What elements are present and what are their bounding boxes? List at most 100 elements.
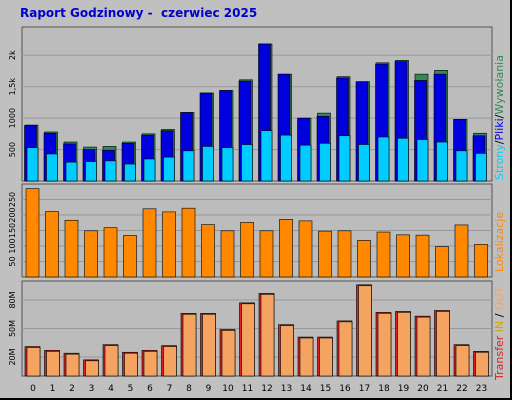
sites-bar — [377, 232, 390, 277]
hour-label: 7 — [167, 384, 173, 394]
sites-bar — [65, 220, 78, 277]
y-tick-label: 200 — [8, 207, 17, 222]
hour-label: 4 — [108, 384, 114, 394]
sites-bar — [221, 231, 234, 277]
sites-bar — [202, 225, 215, 277]
sites-bar — [299, 221, 312, 277]
hour-label: 1 — [50, 384, 56, 394]
transfer-out-bar — [281, 326, 294, 376]
pages-bar — [125, 164, 136, 181]
sites-bar — [319, 231, 332, 277]
sites-bar — [338, 231, 351, 277]
sites-bar — [143, 209, 156, 277]
sites-bar — [280, 219, 293, 277]
pages-bar — [359, 145, 370, 181]
transfer-out-bar — [456, 346, 469, 376]
transfer-out-bar — [339, 322, 352, 376]
y-tick-label: 2k — [8, 50, 17, 60]
y-tick-label: 1000 — [8, 108, 17, 128]
sites-bar — [436, 247, 449, 277]
transfer-out-bar — [261, 294, 274, 376]
legend-pages: Strony — [493, 144, 506, 180]
transfer-out-bar — [437, 311, 450, 376]
sites-bar — [85, 231, 98, 277]
pages-bar — [183, 151, 194, 181]
legend-sep-4: / — [493, 310, 506, 321]
y-tick-label: 50M — [8, 320, 17, 337]
sites-bar — [260, 231, 273, 277]
pages-bar — [27, 148, 38, 181]
hour-label: 20 — [417, 384, 429, 394]
hour-label: 12 — [261, 384, 272, 394]
pages-bar — [339, 136, 350, 181]
hour-label: 22 — [456, 384, 467, 394]
pages-bar — [164, 157, 175, 181]
pages-bar — [417, 140, 428, 181]
sites-bar — [163, 212, 176, 277]
pages-bar — [105, 161, 116, 181]
hour-label: 17 — [359, 384, 370, 394]
y-tick-label: 500 — [8, 142, 17, 157]
hour-label: 11 — [242, 384, 253, 394]
transfer-out-bar — [359, 286, 372, 376]
legend-in: IN — [493, 321, 506, 332]
sites-bar — [46, 212, 59, 277]
legend-top: Strony/Pliki/Wywołania — [493, 55, 506, 180]
pages-bar — [222, 148, 233, 181]
legend-bottom: Transfer IN / OUT — [493, 286, 506, 381]
sites-bar — [241, 222, 254, 277]
sites-bar — [182, 208, 195, 277]
sites-bar — [358, 240, 371, 277]
pages-bar — [144, 159, 155, 181]
y-tick-label: 100 — [8, 238, 17, 253]
hour-label: 18 — [378, 384, 390, 394]
transfer-out-bar — [66, 354, 79, 376]
hour-label: 15 — [320, 384, 331, 394]
pages-bar — [242, 145, 253, 181]
pages-bar — [281, 135, 292, 181]
hour-label: 2 — [69, 384, 75, 394]
hour-label: 14 — [300, 384, 312, 394]
transfer-out-bar — [125, 353, 138, 376]
sites-bar — [455, 225, 468, 277]
sites-bar — [416, 235, 429, 277]
transfer-out-bar — [417, 317, 430, 376]
pages-bar — [261, 131, 272, 181]
legend-files: Pliki — [493, 118, 506, 140]
y-tick-label: 80M — [8, 291, 17, 308]
hour-label: 6 — [147, 384, 153, 394]
transfer-out-bar — [47, 351, 60, 376]
hour-label: 16 — [339, 384, 351, 394]
legend-transfer: Transfer — [493, 335, 506, 381]
y-tick-label: 1,5k — [8, 78, 17, 96]
hour-label: 5 — [128, 384, 134, 394]
y-tick-label: 250 — [8, 192, 17, 207]
transfer-out-bar — [300, 338, 313, 376]
pages-bar — [86, 162, 97, 181]
transfer-out-bar — [86, 361, 99, 376]
transfer-out-bar — [320, 338, 333, 376]
pages-bar — [476, 153, 487, 181]
legend-sites: Lokalizacje — [493, 212, 506, 272]
hour-label: 0 — [30, 384, 36, 394]
y-tick-label: 50 — [8, 256, 17, 266]
hour-label: 9 — [206, 384, 212, 394]
sites-bar — [104, 228, 117, 277]
transfer-out-bar — [183, 314, 196, 376]
pages-bar — [320, 143, 331, 181]
transfer-out-bar — [242, 304, 255, 376]
y-tick-label: 20M — [8, 348, 17, 365]
transfer-out-bar — [222, 330, 235, 376]
transfer-out-bar — [398, 312, 411, 376]
pages-bar — [66, 162, 77, 181]
pages-bar — [456, 151, 467, 181]
hour-label: 8 — [186, 384, 192, 394]
transfer-out-bar — [144, 351, 157, 376]
transfer-out-bar — [476, 352, 489, 376]
legend-out: OUT — [493, 286, 506, 310]
transfer-out-bar — [203, 314, 216, 376]
sites-bar — [397, 235, 410, 277]
pages-bar — [203, 146, 214, 181]
hour-label: 13 — [281, 384, 292, 394]
